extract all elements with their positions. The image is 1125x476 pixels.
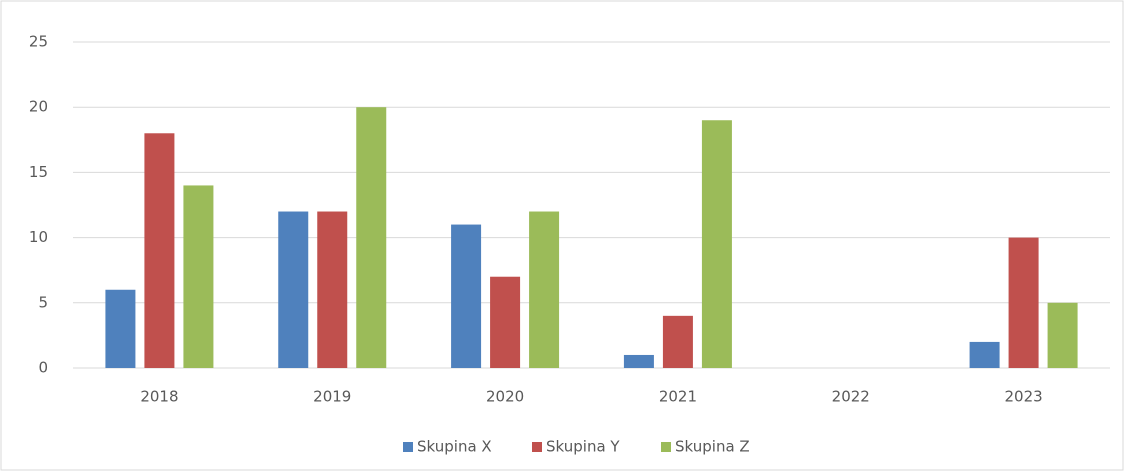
y-tick-label: 0 (38, 359, 48, 377)
bar (183, 185, 214, 368)
bar (451, 224, 482, 368)
legend-label: Skupina X (417, 438, 492, 456)
bar (278, 211, 309, 368)
legend-swatch (532, 442, 542, 452)
bar (623, 354, 654, 368)
x-tick-label: 2020 (486, 388, 524, 406)
x-tick-label: 2022 (832, 388, 870, 406)
y-tick-label: 20 (29, 98, 48, 116)
x-tick-label: 2018 (140, 388, 178, 406)
y-tick-label: 10 (29, 228, 48, 246)
bar (144, 133, 175, 368)
legend-label: Skupina Y (546, 438, 620, 456)
bar (969, 341, 1000, 368)
x-tick-label: 2023 (1004, 388, 1042, 406)
bar (662, 315, 693, 368)
bar (356, 107, 387, 368)
x-tick-label: 2019 (313, 388, 351, 406)
bar (490, 276, 521, 368)
x-tick-label: 2021 (659, 388, 697, 406)
bar (317, 211, 348, 368)
y-tick-label: 25 (29, 33, 48, 51)
legend-swatch (403, 442, 413, 452)
bar (105, 289, 136, 368)
legend-label: Skupina Z (675, 438, 750, 456)
legend-swatch (661, 442, 671, 452)
y-tick-label: 5 (38, 293, 48, 311)
bar (1008, 237, 1039, 368)
bar (1047, 302, 1078, 368)
y-tick-label: 15 (29, 163, 48, 181)
bar (529, 211, 560, 368)
bar (701, 120, 732, 369)
